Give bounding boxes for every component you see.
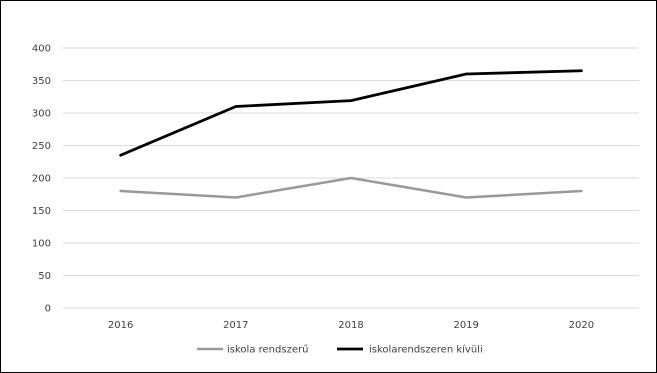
y-tick-label: 400 — [32, 44, 51, 55]
x-axis-ticks: 2016 2017 2018 2019 2020 — [108, 320, 594, 331]
x-tick-label: 2017 — [223, 320, 248, 331]
y-tick-label: 100 — [32, 239, 51, 250]
legend-label-1: iskola rendszerű — [227, 344, 308, 356]
series-lines — [119, 69, 583, 199]
y-tick-label: 350 — [32, 76, 51, 87]
y-tick-label: 0 — [45, 304, 51, 315]
x-tick-label: 2019 — [453, 320, 478, 331]
y-tick-label: 50 — [38, 271, 51, 282]
y-tick-label: 300 — [32, 109, 51, 120]
x-tick-label: 2020 — [569, 320, 594, 331]
legend: iskola rendszerű iskolarendszeren kívüli — [197, 344, 483, 356]
x-tick-label: 2016 — [108, 320, 133, 331]
y-tick-label: 250 — [32, 141, 51, 152]
y-tick-label: 150 — [32, 206, 51, 217]
y-axis-ticks: 0 50 100 150 200 250 300 350 400 — [32, 44, 51, 315]
y-tick-label: 200 — [32, 174, 51, 185]
legend-label-2: iskolarendszeren kívüli — [369, 344, 483, 356]
x-tick-label: 2018 — [338, 320, 363, 331]
series-line-1 — [119, 176, 583, 199]
